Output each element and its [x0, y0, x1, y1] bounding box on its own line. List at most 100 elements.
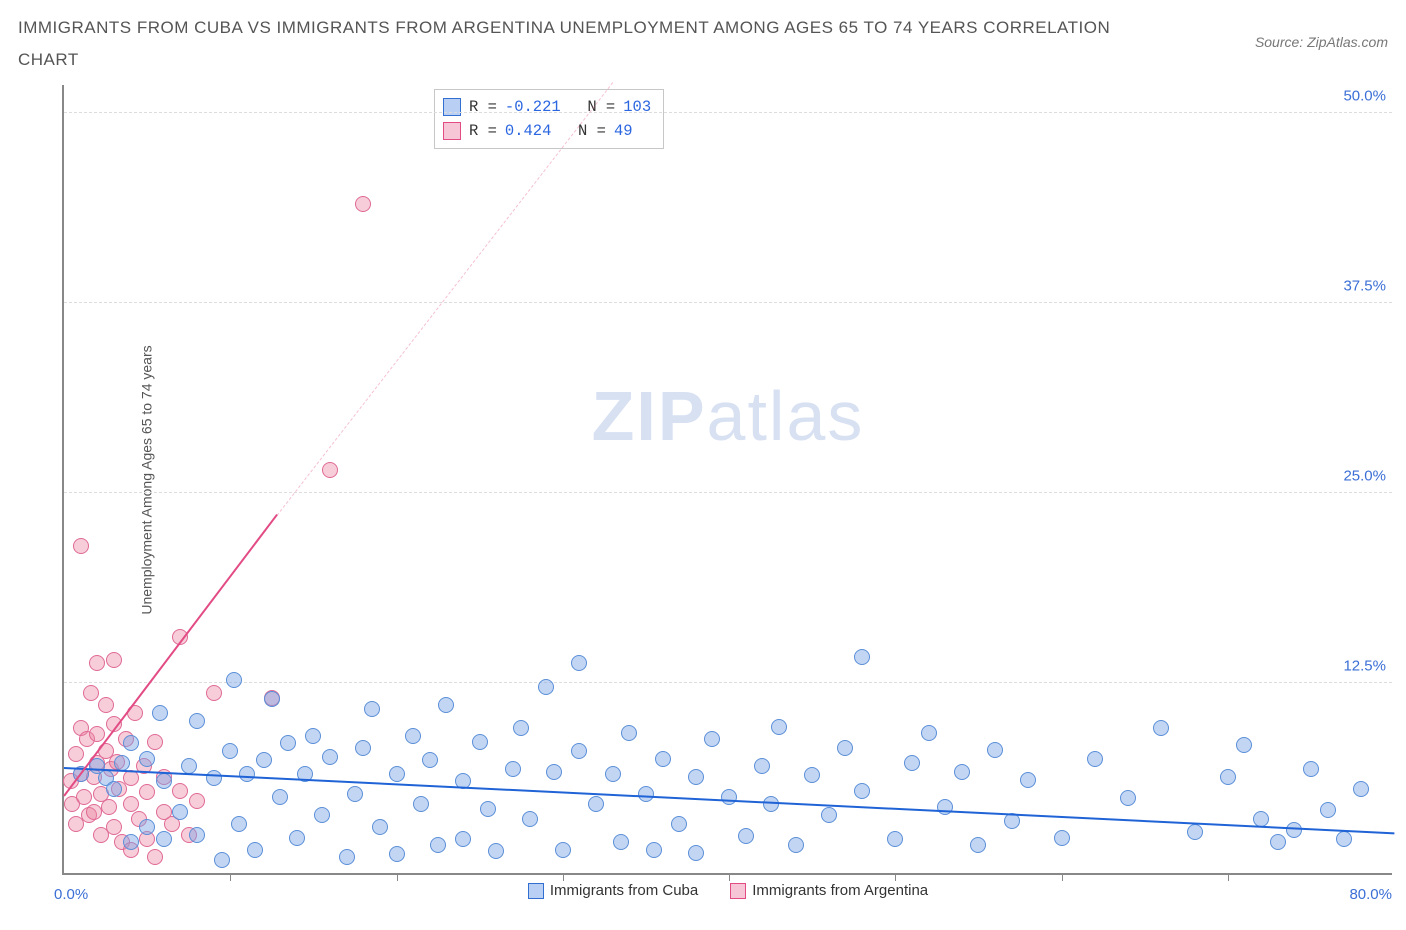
data-point — [226, 672, 242, 688]
data-point — [546, 764, 562, 780]
data-point — [1270, 834, 1286, 850]
data-point — [123, 770, 139, 786]
data-point — [646, 842, 662, 858]
data-point — [970, 837, 986, 853]
watermark: ZIPatlas — [592, 376, 865, 456]
data-point — [1336, 831, 1352, 847]
data-point — [488, 843, 504, 859]
y-tick-label: 25.0% — [1343, 467, 1386, 484]
gridline — [64, 302, 1392, 303]
data-point — [821, 807, 837, 823]
legend-swatch — [730, 883, 746, 899]
data-point — [763, 796, 779, 812]
source-label: Source: ZipAtlas.com — [1255, 34, 1388, 50]
x-tick-mark — [1228, 873, 1229, 881]
data-point — [106, 819, 122, 835]
data-point — [355, 740, 371, 756]
data-point — [638, 786, 654, 802]
data-point — [655, 751, 671, 767]
x-tick-mark — [729, 873, 730, 881]
data-point — [904, 755, 920, 771]
data-point — [322, 749, 338, 765]
stats-row: R = -0.221 N = 103 — [443, 95, 651, 119]
data-point — [555, 842, 571, 858]
data-point — [1353, 781, 1369, 797]
data-point — [1153, 720, 1169, 736]
legend-label: Immigrants from Argentina — [752, 882, 928, 899]
data-point — [86, 804, 102, 820]
data-point — [189, 713, 205, 729]
data-point — [372, 819, 388, 835]
data-point — [139, 784, 155, 800]
data-point — [156, 773, 172, 789]
data-point — [721, 789, 737, 805]
data-point — [206, 685, 222, 701]
data-point — [1220, 769, 1236, 785]
data-point — [139, 819, 155, 835]
data-point — [854, 783, 870, 799]
data-point — [621, 725, 637, 741]
stats-row: R = 0.424 N = 49 — [443, 119, 651, 143]
gridline — [64, 112, 1392, 113]
data-point — [305, 728, 321, 744]
data-point — [264, 691, 280, 707]
data-point — [455, 831, 471, 847]
data-point — [181, 758, 197, 774]
data-point — [837, 740, 853, 756]
data-point — [413, 796, 429, 812]
data-point — [272, 789, 288, 805]
data-point — [147, 734, 163, 750]
data-point — [156, 831, 172, 847]
data-point — [1120, 790, 1136, 806]
data-point — [954, 764, 970, 780]
data-point — [247, 842, 263, 858]
data-point — [854, 649, 870, 665]
data-point — [68, 746, 84, 762]
data-point — [123, 796, 139, 812]
x-tick-mark — [895, 873, 896, 881]
chart-title: IMMIGRANTS FROM CUBA VS IMMIGRANTS FROM … — [18, 12, 1118, 77]
stats-legend-box: R = -0.221 N = 103R = 0.424 N = 49 — [434, 89, 664, 149]
data-point — [339, 849, 355, 865]
data-point — [347, 786, 363, 802]
gridline — [64, 492, 1392, 493]
data-point — [480, 801, 496, 817]
data-point — [422, 752, 438, 768]
data-point — [231, 816, 247, 832]
data-point — [571, 743, 587, 759]
data-point — [513, 720, 529, 736]
gridline — [64, 682, 1392, 683]
data-point — [671, 816, 687, 832]
data-point — [704, 731, 720, 747]
data-point — [405, 728, 421, 744]
data-point — [738, 828, 754, 844]
data-point — [172, 804, 188, 820]
bottom-legend: Immigrants from Cuba Immigrants from Arge… — [64, 882, 1392, 903]
data-point — [688, 769, 704, 785]
data-point — [1320, 802, 1336, 818]
data-point — [76, 789, 92, 805]
x-tick-mark — [397, 873, 398, 881]
data-point — [1087, 751, 1103, 767]
data-point — [101, 799, 117, 815]
data-point — [1054, 830, 1070, 846]
data-point — [921, 725, 937, 741]
data-point — [139, 751, 155, 767]
legend-item: Immigrants from Cuba — [528, 882, 698, 899]
data-point — [89, 655, 105, 671]
data-point — [206, 770, 222, 786]
data-point — [472, 734, 488, 750]
data-point — [106, 781, 122, 797]
data-point — [83, 685, 99, 701]
data-point — [355, 196, 371, 212]
data-point — [887, 831, 903, 847]
data-point — [538, 679, 554, 695]
data-point — [222, 743, 238, 759]
data-point — [289, 830, 305, 846]
legend-item: Immigrants from Argentina — [730, 882, 928, 899]
data-point — [613, 834, 629, 850]
plot-area: ZIPatlas R = -0.221 N = 103R = 0.424 N =… — [62, 85, 1392, 875]
y-tick-label: 50.0% — [1343, 87, 1386, 104]
data-point — [788, 837, 804, 853]
data-point — [314, 807, 330, 823]
